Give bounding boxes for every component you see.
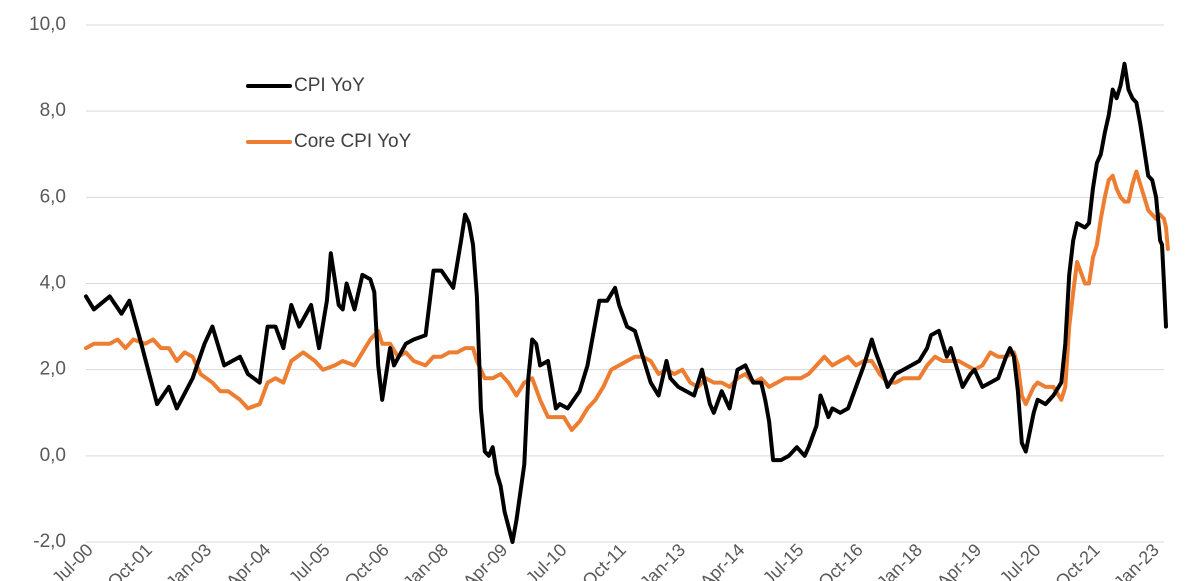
x-tick-label: Oct-11 <box>579 540 630 581</box>
x-tick-label: Jul-05 <box>285 540 334 581</box>
y-tick-label: 10,0 <box>29 14 66 35</box>
x-tick-label: Oct-06 <box>341 540 393 581</box>
y-tick-label: 2,0 <box>40 359 66 380</box>
x-tick-label: Apr-04 <box>222 540 274 581</box>
y-axis-tick-labels: -2,0 0,0 2,0 4,0 6,0 8,0 10,0 <box>29 14 66 552</box>
x-tick-label: Oct-01 <box>104 540 156 581</box>
x-tick-label: Jan-18 <box>873 540 926 581</box>
x-tick-label: Oct-16 <box>814 540 866 581</box>
x-tick-label: Jan-08 <box>399 540 452 581</box>
legend-label-core-cpi: Core CPI YoY <box>294 131 412 152</box>
series-line-core-cpi <box>84 169 1170 432</box>
y-tick-label: -2,0 <box>33 531 66 552</box>
x-tick-label: Jan-23 <box>1110 540 1163 581</box>
x-tick-label: Apr-19 <box>933 540 985 581</box>
x-tick-label: Jul-15 <box>759 540 808 581</box>
x-tick-label: Oct-21 <box>1051 540 1103 581</box>
series-line-cpi <box>84 61 1168 544</box>
x-tick-label: Jul-20 <box>996 540 1045 581</box>
x-tick-label: Jan-13 <box>636 540 689 581</box>
y-tick-label: 6,0 <box>40 186 66 207</box>
legend-label-cpi: CPI YoY <box>294 75 365 96</box>
y-tick-label: 4,0 <box>40 273 66 294</box>
y-tick-label: 0,0 <box>40 445 66 466</box>
gridlines <box>86 24 1164 543</box>
x-tick-label: Jan-03 <box>162 540 215 581</box>
x-tick-label: Apr-09 <box>459 540 511 581</box>
x-tick-label: Apr-14 <box>696 540 748 581</box>
x-axis-tick-labels: Jul-00 Oct-01 Jan-03 Apr-04 Jul-05 Oct-06 Jan-… <box>48 540 1163 581</box>
series-lines <box>84 61 1170 544</box>
y-tick-label: 8,0 <box>40 100 66 121</box>
legend: CPI YoY Core CPI YoY <box>246 75 412 152</box>
x-tick-label: Jul-10 <box>522 540 571 581</box>
